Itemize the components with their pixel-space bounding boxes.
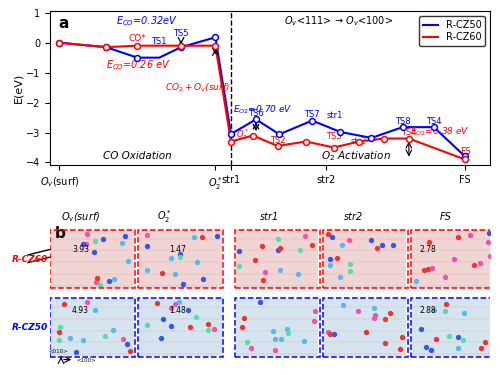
Point [134,43,141,49]
Text: TS5: TS5 [174,29,189,38]
Point [336,129,344,135]
Point [308,117,316,123]
Point [227,138,235,144]
Text: FS: FS [460,147,470,156]
Text: TS1: TS1 [152,38,167,46]
Point [249,132,257,138]
Text: CO Oxidation: CO Oxidation [103,152,172,162]
Text: TS2: TS2 [270,136,285,145]
Text: $E_{CO}$=0.32eV: $E_{CO}$=0.32eV [116,14,177,28]
Point [461,156,469,162]
Text: 1.48: 1.48 [169,306,186,315]
Text: FS: FS [440,212,452,222]
Text: TS6: TS6 [248,109,264,118]
Text: b: b [54,226,66,241]
Point [177,44,185,50]
Text: 4.93: 4.93 [72,306,89,315]
Point [227,131,235,137]
Text: $E_{CO}$=0.26 eV: $E_{CO}$=0.26 eV [106,58,170,72]
Point [177,43,185,49]
Text: $O_v$(surf): $O_v$(surf) [61,210,100,224]
Point [56,40,64,46]
Text: $CO_2+O_v$(surf): $CO_2+O_v$(surf) [166,82,230,94]
Point [330,144,338,150]
Point [274,143,282,149]
Point [302,138,310,144]
Text: R-CZ60: R-CZ60 [12,255,48,264]
Text: $O_2^*$: $O_2^*$ [157,208,172,225]
Text: a: a [59,16,69,31]
Legend: R-CZ50, R-CZ60: R-CZ50, R-CZ60 [420,16,485,46]
Text: R-CZ50: R-CZ50 [12,323,48,332]
Y-axis label: E(eV): E(eV) [13,73,23,104]
Text: TS8: TS8 [395,117,410,126]
Text: 2.78: 2.78 [420,245,436,254]
Point [102,44,110,50]
Point [355,138,363,144]
Point [380,135,388,141]
Text: $E_{O2}$=0.70 eV: $E_{O2}$=0.70 eV [232,103,292,116]
Text: 2.88: 2.88 [420,306,436,315]
Text: TS4: TS4 [426,117,442,126]
Point [56,40,64,46]
Text: <010>: <010> [48,349,68,354]
Text: TS7: TS7 [304,110,320,119]
Point [398,124,406,130]
Text: 1.47: 1.47 [169,245,186,254]
Point [430,124,438,130]
Point [102,44,110,50]
Text: CO*: CO* [128,34,146,44]
Text: $E_{O2}$=0.38 eV: $E_{O2}$=0.38 eV [410,125,470,138]
Text: TS4: TS4 [401,128,416,137]
Point [134,55,141,61]
Point [368,135,376,141]
Text: TS3: TS3 [326,132,342,141]
Text: 3.93: 3.93 [72,245,89,254]
Point [405,135,413,141]
Text: $O_v$<111> → $O_v$<100>: $O_v$<111> → $O_v$<100> [284,14,394,28]
Point [252,116,260,122]
Point [276,131,283,137]
Text: O$_2$ Activation: O$_2$ Activation [321,150,391,163]
Text: str1: str1 [260,212,280,222]
Point [461,153,469,159]
Text: <100>: <100> [76,358,96,363]
Point [212,34,220,40]
Point [212,43,220,49]
Text: $O_2^*$: $O_2^*$ [236,128,249,142]
Text: str1: str1 [326,111,342,120]
Text: str2: str2 [344,212,363,222]
Text: str2: str2 [350,137,367,146]
